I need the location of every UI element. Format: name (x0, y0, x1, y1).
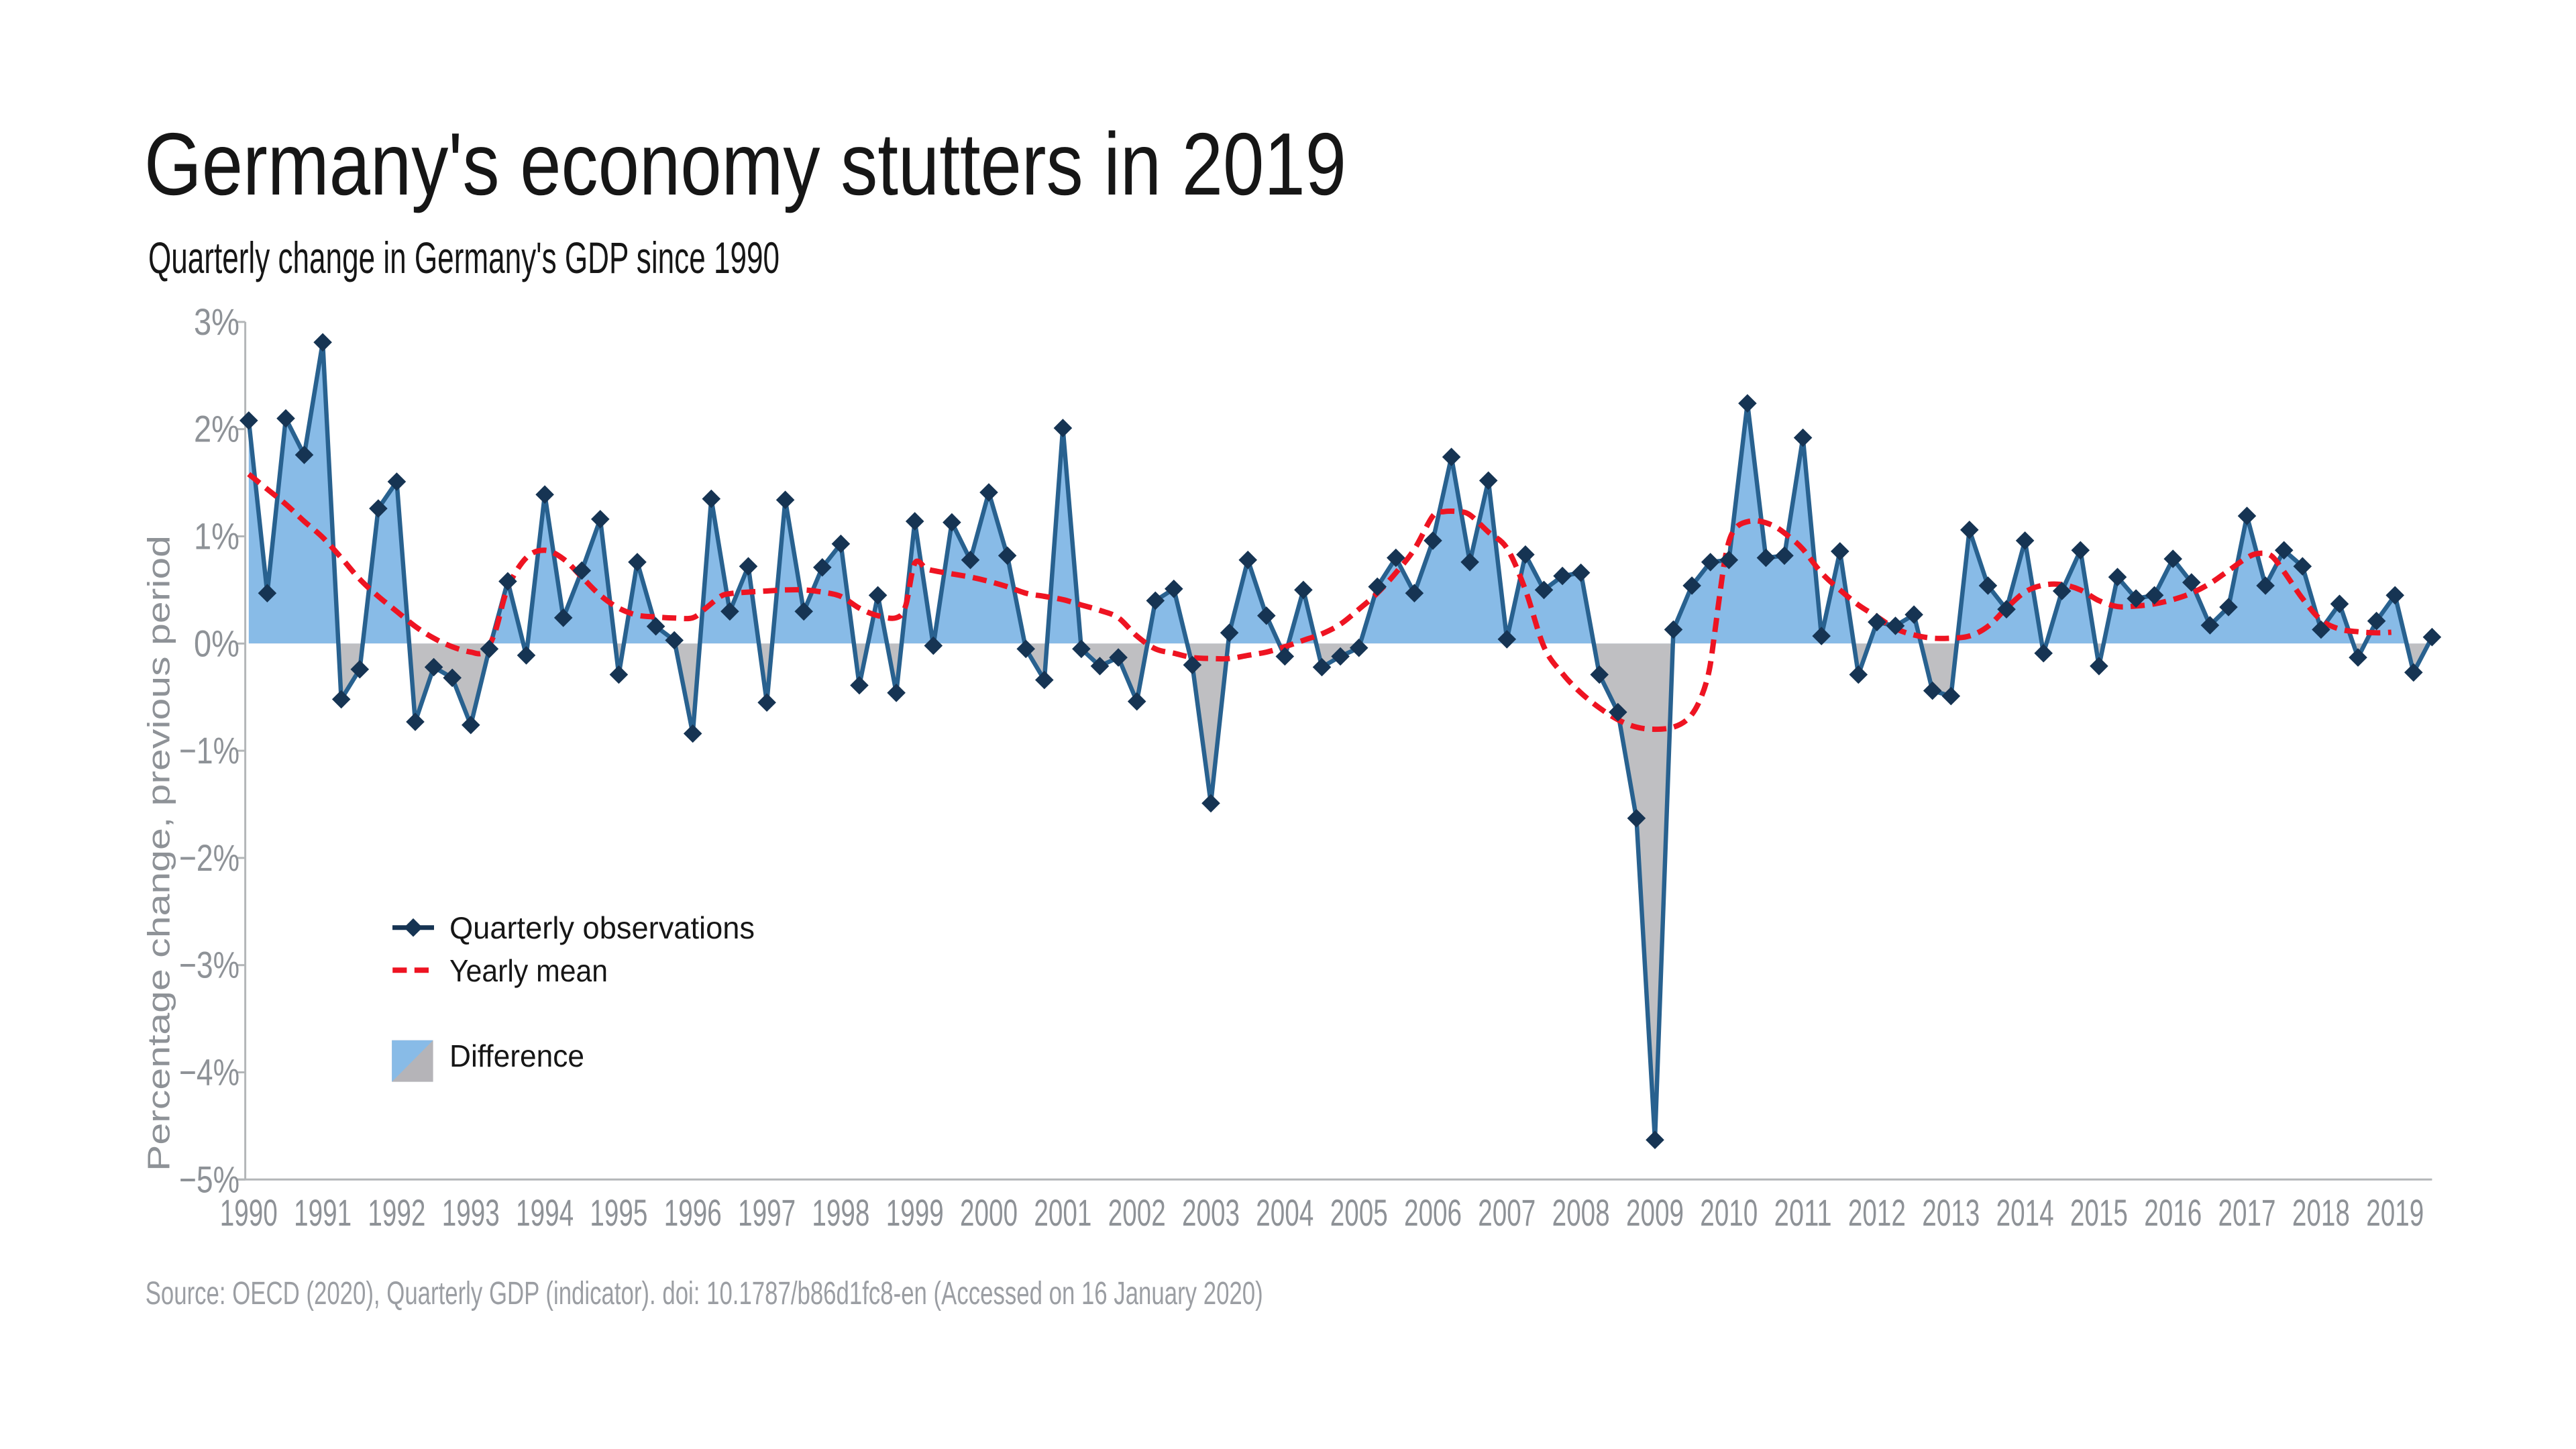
svg-text:2011: 2011 (1774, 1191, 1832, 1234)
svg-text:2001: 2001 (1034, 1191, 1091, 1234)
svg-text:Germany's economy stutters in: Germany's economy stutters in 2019 (144, 115, 1346, 213)
svg-text:−2%: −2% (179, 837, 239, 879)
svg-text:1999: 1999 (886, 1191, 944, 1234)
svg-text:1%: 1% (194, 515, 239, 557)
svg-text:−4%: −4% (179, 1051, 239, 1093)
svg-text:2005: 2005 (1330, 1191, 1388, 1234)
svg-text:1996: 1996 (664, 1191, 722, 1234)
svg-text:2008: 2008 (1552, 1191, 1610, 1234)
svg-text:1998: 1998 (812, 1191, 869, 1234)
svg-text:2004: 2004 (1256, 1191, 1313, 1234)
svg-text:2019: 2019 (2366, 1191, 2424, 1234)
svg-text:Yearly mean: Yearly mean (449, 953, 608, 988)
svg-text:Difference: Difference (449, 1038, 584, 1073)
svg-text:1992: 1992 (368, 1191, 425, 1234)
svg-text:−3%: −3% (179, 944, 239, 986)
svg-text:Source: OECD (2020), Quarterly: Source: OECD (2020), Quarterly GDP (indi… (146, 1276, 1263, 1311)
svg-text:1994: 1994 (516, 1191, 574, 1234)
svg-text:2013: 2013 (1922, 1191, 1980, 1234)
svg-text:2018: 2018 (2292, 1191, 2350, 1234)
svg-text:3%: 3% (194, 301, 239, 343)
svg-text:2010: 2010 (1700, 1191, 1758, 1234)
svg-text:2016: 2016 (2144, 1191, 2202, 1234)
svg-text:1990: 1990 (220, 1191, 278, 1234)
svg-text:1997: 1997 (738, 1191, 796, 1234)
svg-text:2000: 2000 (960, 1191, 1018, 1234)
svg-text:2007: 2007 (1478, 1191, 1536, 1234)
svg-text:1995: 1995 (590, 1191, 647, 1234)
svg-text:2006: 2006 (1404, 1191, 1462, 1234)
svg-text:2%: 2% (194, 408, 239, 450)
svg-text:1991: 1991 (294, 1191, 352, 1234)
svg-text:2017: 2017 (2218, 1191, 2276, 1234)
svg-text:Quarterly change in Germany's: Quarterly change in Germany's GDP since … (148, 233, 780, 282)
svg-text:2015: 2015 (2070, 1191, 2128, 1234)
svg-text:2003: 2003 (1182, 1191, 1240, 1234)
svg-text:−5%: −5% (179, 1158, 239, 1200)
svg-text:2014: 2014 (1996, 1191, 2054, 1234)
svg-text:Percentage change, previous pe: Percentage change, previous period (142, 535, 176, 1171)
svg-text:2002: 2002 (1108, 1191, 1166, 1234)
svg-text:Quarterly observations: Quarterly observations (449, 910, 755, 945)
svg-text:2012: 2012 (1848, 1191, 1906, 1234)
svg-text:−1%: −1% (179, 729, 239, 771)
svg-text:1993: 1993 (442, 1191, 500, 1234)
svg-text:0%: 0% (194, 622, 239, 664)
svg-text:2009: 2009 (1626, 1191, 1684, 1234)
